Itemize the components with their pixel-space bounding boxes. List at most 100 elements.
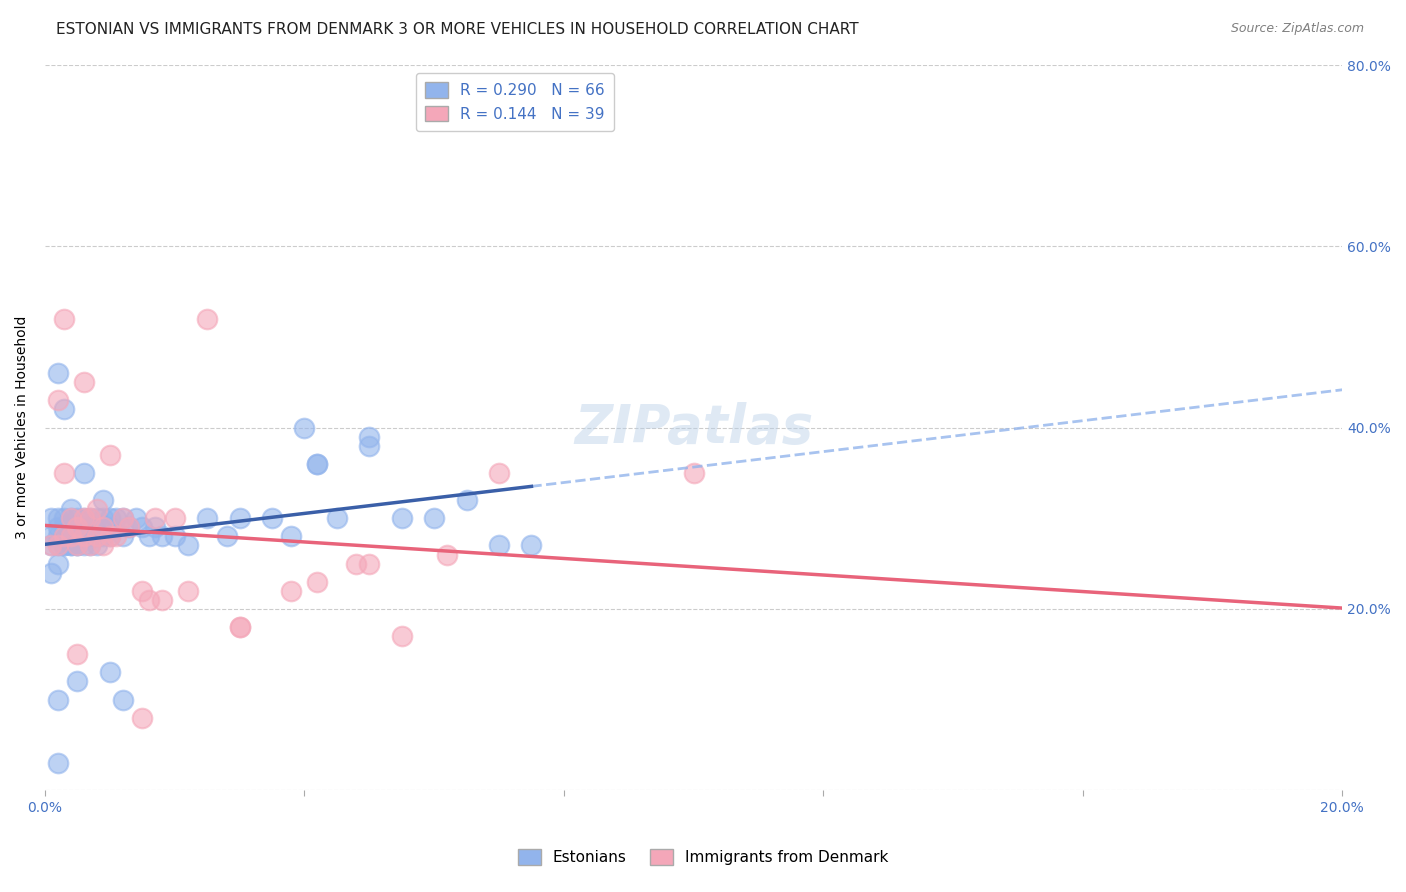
Text: Source: ZipAtlas.com: Source: ZipAtlas.com <box>1230 22 1364 36</box>
Point <box>73 466 96 480</box>
Text: ZIPatlas: ZIPatlas <box>574 401 813 454</box>
Point <box>93 493 115 508</box>
Point <box>488 538 510 552</box>
Point <box>307 457 329 471</box>
Point <box>228 620 250 634</box>
Point <box>150 529 173 543</box>
Point <box>79 511 101 525</box>
Point <box>93 511 115 525</box>
Point <box>98 529 121 543</box>
Point <box>111 692 134 706</box>
Point <box>79 529 101 543</box>
Point <box>307 457 329 471</box>
Point <box>294 420 316 434</box>
Point <box>131 711 153 725</box>
Point <box>118 520 141 534</box>
Point <box>93 529 115 543</box>
Point <box>280 529 302 543</box>
Point <box>53 402 76 417</box>
Point <box>79 538 101 552</box>
Point <box>53 311 76 326</box>
Point <box>73 511 96 525</box>
Point <box>150 592 173 607</box>
Point <box>344 557 367 571</box>
Point <box>391 629 413 643</box>
Legend: R = 0.290   N = 66, R = 0.144   N = 39: R = 0.290 N = 66, R = 0.144 N = 39 <box>416 73 614 131</box>
Text: ESTONIAN VS IMMIGRANTS FROM DENMARK 3 OR MORE VEHICLES IN HOUSEHOLD CORRELATION : ESTONIAN VS IMMIGRANTS FROM DENMARK 3 OR… <box>56 22 859 37</box>
Point <box>53 466 76 480</box>
Point <box>46 538 69 552</box>
Point <box>105 529 128 543</box>
Point <box>359 430 381 444</box>
Point <box>66 647 89 661</box>
Point <box>41 538 63 552</box>
Point <box>66 538 89 552</box>
Point <box>59 538 82 552</box>
Point <box>682 466 704 480</box>
Point <box>59 538 82 552</box>
Point <box>138 592 160 607</box>
Point <box>456 493 478 508</box>
Point <box>131 583 153 598</box>
Point <box>53 529 76 543</box>
Point <box>138 529 160 543</box>
Point <box>41 529 63 543</box>
Point <box>79 511 101 525</box>
Point <box>98 520 121 534</box>
Point <box>86 529 108 543</box>
Point <box>66 520 89 534</box>
Point <box>46 538 69 552</box>
Point <box>195 311 218 326</box>
Point <box>111 511 134 525</box>
Point <box>73 511 96 525</box>
Point <box>46 393 69 408</box>
Point <box>79 520 101 534</box>
Point <box>46 366 69 380</box>
Point <box>59 529 82 543</box>
Point <box>73 376 96 390</box>
Point <box>125 511 148 525</box>
Point <box>86 538 108 552</box>
Point <box>59 502 82 516</box>
Point <box>46 520 69 534</box>
Point <box>66 520 89 534</box>
Point <box>46 557 69 571</box>
Point <box>307 574 329 589</box>
Point <box>228 620 250 634</box>
Point <box>66 529 89 543</box>
Point <box>73 538 96 552</box>
Point <box>98 529 121 543</box>
Point <box>73 529 96 543</box>
Point <box>53 511 76 525</box>
Point <box>53 538 76 552</box>
Point <box>93 520 115 534</box>
Point <box>53 538 76 552</box>
Point <box>260 511 283 525</box>
Point <box>163 529 186 543</box>
Point <box>176 538 198 552</box>
Point <box>176 583 198 598</box>
Point <box>195 511 218 525</box>
Point <box>86 502 108 516</box>
Point <box>59 511 82 525</box>
Point <box>46 511 69 525</box>
Point <box>131 520 153 534</box>
Point <box>73 529 96 543</box>
Point <box>520 538 543 552</box>
Point <box>41 566 63 580</box>
Point <box>215 529 238 543</box>
Point <box>59 529 82 543</box>
Point <box>105 511 128 525</box>
Point <box>86 529 108 543</box>
Point <box>359 557 381 571</box>
Point <box>326 511 349 525</box>
Point <box>111 529 134 543</box>
Point <box>98 448 121 462</box>
Point <box>46 529 69 543</box>
Point <box>66 511 89 525</box>
Point <box>118 520 141 534</box>
Legend: Estonians, Immigrants from Denmark: Estonians, Immigrants from Denmark <box>512 843 894 871</box>
Point <box>79 538 101 552</box>
Point <box>280 583 302 598</box>
Point <box>46 692 69 706</box>
